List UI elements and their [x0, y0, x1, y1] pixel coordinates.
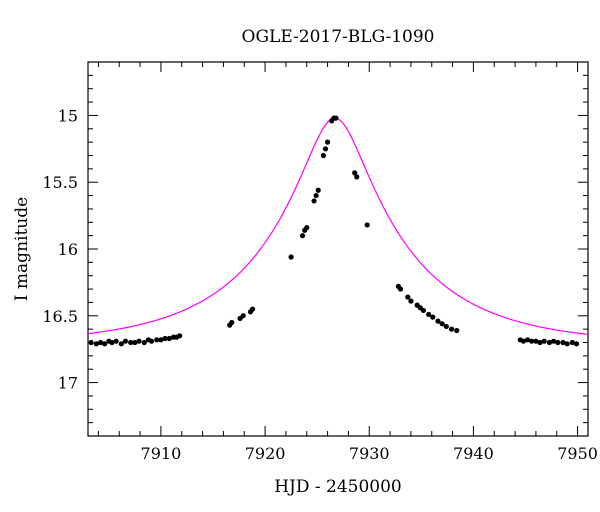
data-point — [128, 339, 134, 346]
data-point — [546, 339, 553, 346]
data-point — [354, 174, 360, 180]
data-point — [430, 314, 436, 320]
data-point — [249, 306, 256, 312]
model-curve — [87, 117, 589, 335]
data-point — [315, 187, 321, 193]
x-tick-label: 7910 — [141, 444, 182, 463]
data-point — [154, 337, 160, 343]
data-point — [569, 339, 575, 346]
data-point — [97, 339, 104, 346]
data-point — [313, 192, 319, 199]
data-point — [88, 339, 94, 346]
data-point — [229, 319, 235, 326]
data-point — [113, 338, 119, 344]
data-point — [435, 318, 441, 324]
data-point — [166, 335, 172, 342]
data-point — [118, 341, 124, 347]
data-point — [311, 198, 317, 204]
y-tick-label: 17 — [58, 374, 78, 393]
data-point — [158, 337, 164, 343]
data-point — [240, 313, 246, 319]
data-point — [420, 307, 427, 314]
data-point — [573, 341, 580, 347]
model-line — [87, 117, 589, 335]
x-tick-label: 7950 — [557, 444, 598, 463]
x-tick-label: 7940 — [453, 444, 494, 463]
x-tick-label: 7920 — [245, 444, 286, 463]
data-point — [397, 286, 404, 292]
data-point — [408, 298, 414, 304]
data-point — [448, 326, 455, 332]
data-point — [533, 338, 539, 344]
data-point — [109, 339, 115, 346]
data-point — [148, 338, 155, 344]
data-point — [564, 341, 570, 347]
axis-ticks — [88, 61, 588, 437]
data-point — [102, 341, 108, 347]
y-tick-label: 16.5 — [42, 307, 78, 326]
data-point — [405, 294, 411, 300]
chart-title: OGLE-2017-BLG-1090 — [242, 27, 435, 47]
y-axis-label: I magnitude — [12, 197, 32, 301]
data-point — [439, 321, 445, 327]
data-point — [320, 152, 327, 159]
data-point — [333, 115, 339, 121]
data-point — [93, 341, 99, 347]
data-point — [132, 339, 138, 346]
data-point — [141, 339, 147, 346]
y-tick-label: 16 — [58, 240, 78, 259]
data-point — [352, 170, 358, 176]
data-point — [177, 333, 183, 339]
data-point — [520, 338, 527, 344]
data-point — [555, 339, 561, 346]
data-point — [288, 254, 294, 260]
data-point — [322, 146, 329, 152]
x-axis-label: HJD - 2450000 — [274, 477, 402, 497]
data-point — [299, 233, 306, 239]
data-point — [122, 338, 129, 344]
data-point — [304, 225, 310, 231]
y-tick-label: 15.5 — [42, 173, 78, 192]
data-point — [524, 337, 531, 343]
data-point — [454, 327, 460, 334]
data-points — [88, 115, 580, 347]
data-point — [551, 338, 557, 344]
y-tick-label: 15 — [58, 106, 78, 125]
x-tick-label: 7930 — [349, 444, 390, 463]
data-point — [426, 311, 432, 318]
data-point — [443, 323, 449, 330]
data-point — [324, 139, 331, 145]
data-point — [364, 222, 370, 228]
data-point — [162, 335, 168, 342]
data-point — [537, 339, 543, 346]
tick-labels: 7910 7920 7930 7940 7950 15 15.5 16 16.5 17 — [42, 106, 598, 463]
data-point — [529, 338, 535, 344]
data-point — [560, 339, 566, 346]
data-point — [136, 338, 142, 344]
data-point — [541, 338, 547, 344]
